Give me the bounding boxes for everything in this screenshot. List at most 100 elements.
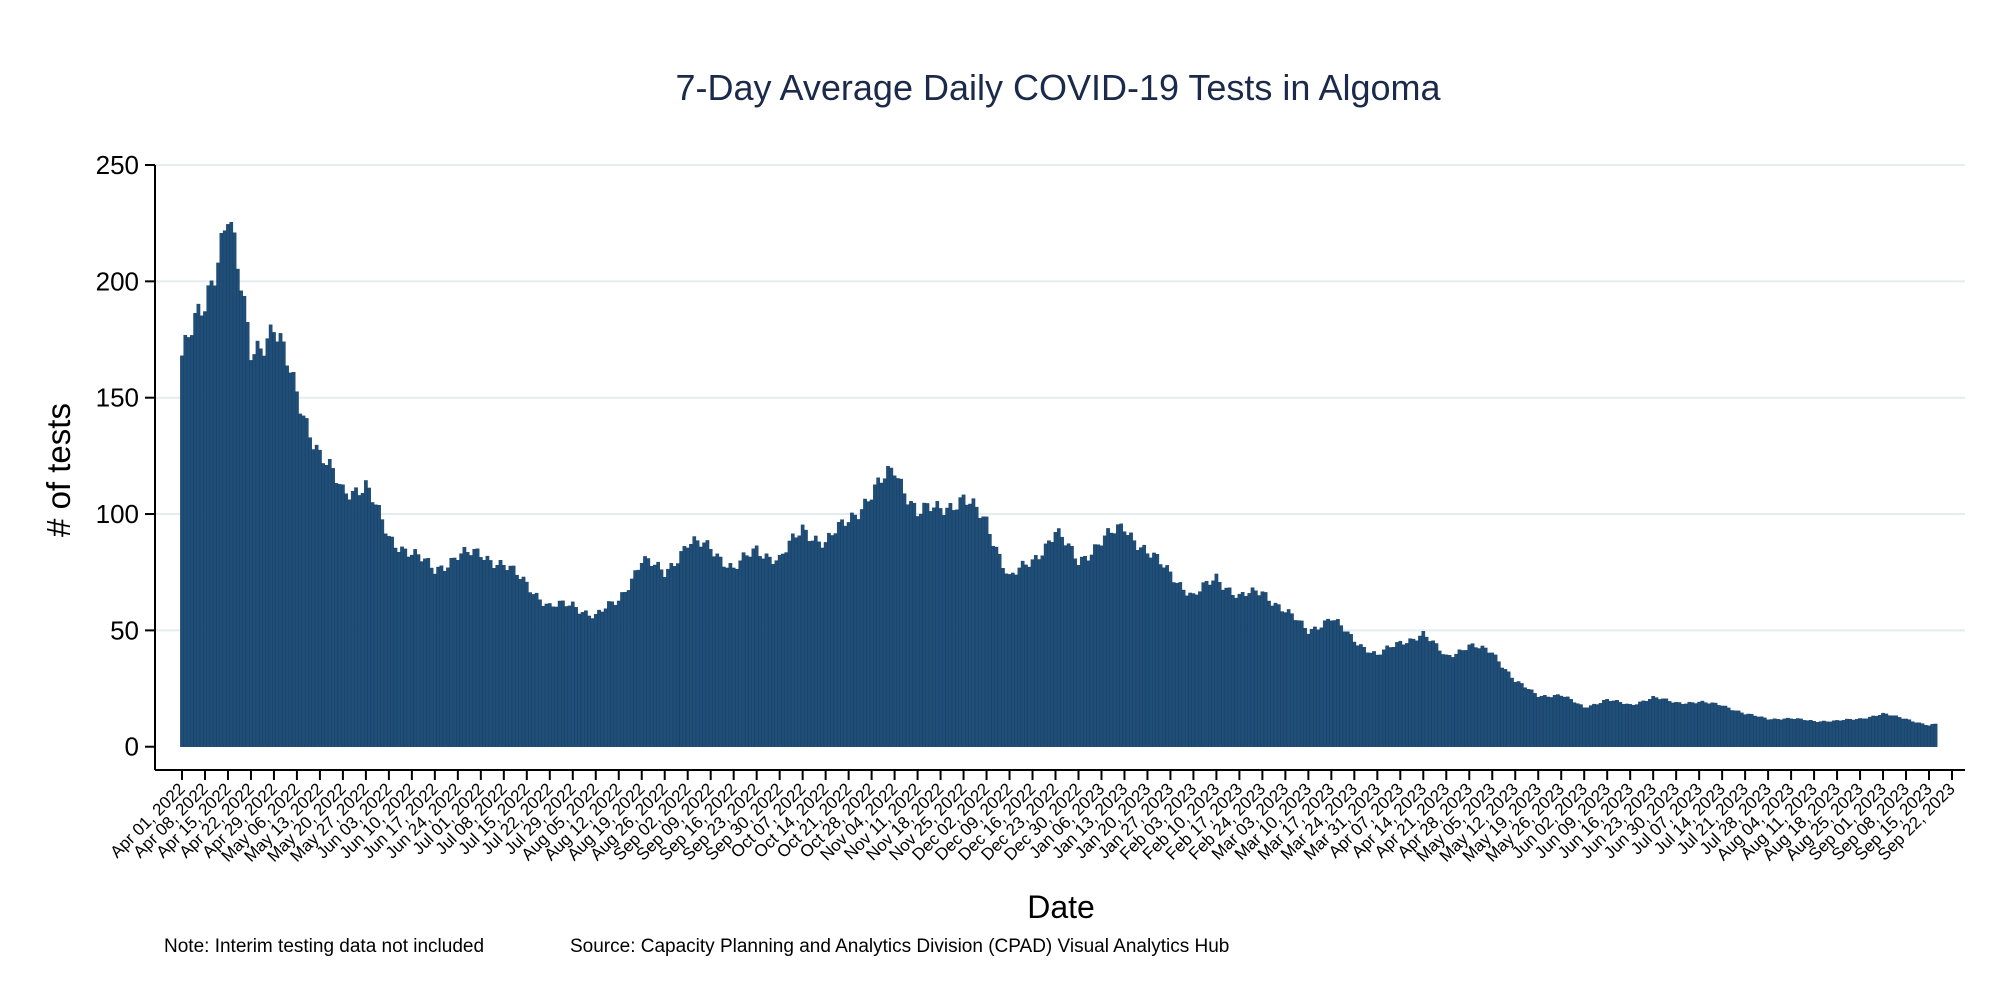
bar xyxy=(1487,652,1491,747)
bar xyxy=(767,556,772,747)
bar xyxy=(1221,589,1225,747)
bar xyxy=(1066,543,1071,747)
bar xyxy=(1388,647,1393,747)
bar xyxy=(1657,699,1662,747)
bar xyxy=(367,487,372,747)
bar xyxy=(869,499,874,747)
bar xyxy=(987,534,992,747)
bar xyxy=(262,355,266,747)
bar xyxy=(771,563,775,747)
bar xyxy=(1588,705,1593,747)
bar xyxy=(1237,593,1242,747)
bar xyxy=(337,484,342,747)
bar xyxy=(813,535,818,747)
bar xyxy=(761,558,766,747)
bar xyxy=(662,576,667,747)
bar xyxy=(879,482,884,747)
bar xyxy=(1329,620,1334,747)
bar xyxy=(1060,536,1064,747)
bar xyxy=(830,535,835,747)
source-text: Source: Capacity Planning and Analytics … xyxy=(570,936,1230,957)
bar xyxy=(488,560,493,747)
bar xyxy=(1779,719,1784,747)
bar xyxy=(387,535,391,747)
bar xyxy=(1411,638,1416,747)
bar xyxy=(882,478,887,747)
bar xyxy=(758,556,762,747)
bar xyxy=(587,615,592,747)
bar xyxy=(896,478,900,747)
bar xyxy=(800,524,805,747)
bar xyxy=(1713,702,1718,747)
bar xyxy=(1874,715,1879,747)
bar xyxy=(1533,693,1537,747)
bar xyxy=(1250,587,1255,747)
bar xyxy=(321,463,326,747)
bar xyxy=(1290,613,1294,747)
bar xyxy=(357,495,362,747)
bar xyxy=(1490,652,1495,747)
bar xyxy=(360,492,365,747)
bar xyxy=(850,512,854,747)
bar xyxy=(1349,633,1353,747)
bar xyxy=(1618,702,1623,747)
bar xyxy=(1263,592,1268,747)
bar xyxy=(1040,555,1045,747)
bar xyxy=(249,360,253,747)
bar xyxy=(616,600,621,747)
bar xyxy=(1674,702,1678,747)
bar xyxy=(1319,627,1324,747)
bar xyxy=(1385,645,1390,747)
bar xyxy=(239,290,243,747)
bar xyxy=(1063,545,1068,747)
bar xyxy=(1868,716,1872,747)
bar xyxy=(1697,701,1701,747)
bar xyxy=(426,558,431,747)
bar xyxy=(1027,566,1032,747)
bar xyxy=(268,324,273,747)
bar xyxy=(1336,619,1340,747)
bar xyxy=(846,522,851,747)
bar xyxy=(915,516,920,747)
bar xyxy=(1089,554,1094,747)
bar xyxy=(1700,700,1705,747)
bar xyxy=(1152,552,1156,747)
bar xyxy=(203,311,207,747)
bar xyxy=(1644,701,1649,747)
bar xyxy=(183,334,188,747)
bar xyxy=(1139,547,1143,747)
bar xyxy=(311,449,316,747)
bar xyxy=(807,541,812,747)
bar xyxy=(1661,698,1665,747)
bar xyxy=(1500,667,1504,747)
bar xyxy=(433,573,437,747)
bar xyxy=(639,562,644,747)
bar xyxy=(843,525,848,747)
bar xyxy=(1037,559,1041,747)
bar xyxy=(574,607,578,747)
bar xyxy=(1743,714,1747,747)
bar xyxy=(790,533,795,747)
bar xyxy=(1017,567,1022,747)
bar xyxy=(1408,638,1413,747)
bar xyxy=(774,560,779,747)
bar xyxy=(672,566,677,747)
bar xyxy=(695,540,700,747)
bar xyxy=(1470,643,1475,747)
bar xyxy=(1776,719,1780,747)
bar xyxy=(308,437,312,747)
bar xyxy=(748,556,752,747)
bar xyxy=(1615,700,1619,747)
bar xyxy=(797,535,802,747)
bar xyxy=(1270,605,1275,747)
bar xyxy=(206,285,211,747)
bar xyxy=(787,540,792,747)
bar xyxy=(1368,652,1373,747)
bar xyxy=(1477,648,1481,747)
bar xyxy=(1795,718,1800,747)
bar xyxy=(689,543,693,747)
bar xyxy=(390,536,395,747)
bar xyxy=(859,509,864,747)
bar xyxy=(1240,592,1245,747)
bar xyxy=(534,592,539,747)
